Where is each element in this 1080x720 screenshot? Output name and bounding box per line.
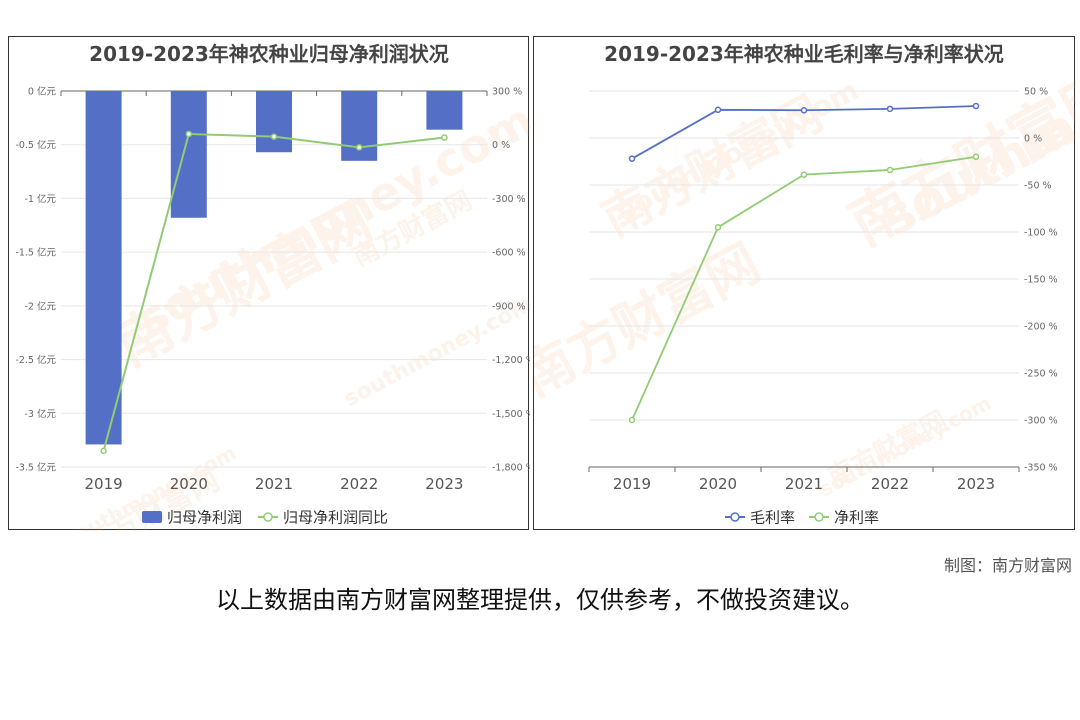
x-tick-label: 2021 — [785, 475, 823, 493]
y-left-tick-label: -2 亿元 — [25, 300, 57, 312]
y-right-tick-label: -1,500 % — [492, 409, 530, 420]
data-point — [800, 171, 808, 178]
y-right-tick-label: -900 % — [492, 301, 526, 312]
data-point — [100, 447, 107, 455]
x-tick-label: 2020 — [170, 475, 208, 493]
legend-label: 净利率 — [834, 509, 879, 527]
y-right-tick-label: -200 % — [1024, 322, 1058, 333]
data-point — [441, 134, 448, 141]
data-point — [886, 166, 894, 174]
y-right-tick-label: 0 % — [1024, 134, 1042, 145]
legend: 归母净利润 归母净利润同比 — [142, 509, 388, 527]
data-point — [714, 224, 722, 231]
y-right-tick-label: -1,800 % — [492, 463, 530, 474]
margin-chart-panel: 南方财富网 southmoney.com 南方财富网 southmoney.com 南方… — [533, 36, 1076, 530]
watermark-text: 南方财富网 — [534, 233, 770, 408]
disclaimer: 以上数据由南方财富网整理提供，仅供参考，不做投资建议。 — [216, 586, 864, 614]
watermark: 南方财富网southmoney.com南方财富网southmoney.com南方… — [534, 37, 1076, 501]
x-tick-label: 2021 — [255, 475, 293, 493]
bar — [426, 91, 463, 130]
legend-swatch-marker — [263, 512, 273, 522]
source-credit: 制图：南方财富网 — [943, 556, 1072, 575]
data-point — [270, 133, 278, 140]
data-point — [185, 130, 193, 138]
y-right-tick-label: -250 % — [1024, 369, 1058, 380]
data-point — [714, 106, 722, 114]
y-right-tick-label: 300 % — [492, 87, 522, 98]
y-right-tick-label: -350 % — [1024, 463, 1058, 474]
y-right-tick-label: -300 % — [1024, 416, 1058, 427]
y-right-tick-label: -150 % — [1024, 275, 1058, 286]
legend-label: 归母净利润 — [167, 509, 242, 527]
legend-swatch-marker — [814, 512, 824, 522]
legend-swatch-marker — [730, 512, 740, 522]
legend-swatch-bar — [142, 511, 162, 523]
y-left-tick-label: -1.5 亿元 — [15, 247, 56, 259]
net-profit-chart: 南方财富网southmoney.com南方财富网southmoney.com南方… — [15, 42, 530, 531]
x-tick-label: 2019 — [613, 475, 651, 493]
y-right-tick-label: -100 % — [1024, 228, 1058, 239]
y-left-tick-label: -3.5 亿元 — [15, 462, 56, 474]
y-right-tick-label: 0 % — [492, 140, 510, 151]
x-tick-label: 2020 — [699, 475, 737, 493]
data-point — [972, 153, 980, 161]
y-left-tick-label: -0.5 亿元 — [15, 139, 56, 151]
y-right-tick-label: -600 % — [492, 248, 526, 259]
bar — [256, 91, 292, 153]
net-profit-chart-panel: 南方财富网 southmoney.com 南方财富网 southmoney.com 南方… — [8, 36, 530, 531]
data-point — [800, 107, 808, 114]
data-point — [355, 144, 363, 151]
y-right-tick-label: -50 % — [1024, 181, 1052, 192]
y-right-tick-label: -300 % — [492, 194, 526, 205]
y-right-tick-label: 50 % — [1024, 87, 1048, 98]
bar — [170, 91, 207, 218]
legend-label: 归母净利润同比 — [283, 509, 388, 527]
watermark-text: southmoney.com — [612, 73, 864, 228]
legend-label: 毛利率 — [750, 509, 795, 527]
chart-title: 2019-2023年神农种业归母净利润状况 — [89, 42, 449, 66]
y-left-tick-label: -1 亿元 — [25, 193, 57, 205]
y-right-tick-label: -1,200 % — [492, 355, 530, 366]
x-tick-label: 2022 — [340, 475, 378, 493]
data-point — [628, 155, 636, 162]
x-tick-label: 2019 — [85, 475, 123, 493]
data-point — [972, 102, 980, 110]
margin-chart: 南方财富网southmoney.com南方财富网southmoney.com南方… — [534, 37, 1076, 527]
x-tick-label: 2023 — [957, 475, 995, 493]
watermark-text: southmoney.com — [872, 37, 1076, 248]
x-tick-label: 2023 — [425, 475, 463, 493]
y-left-tick-label: -3 亿元 — [25, 408, 57, 420]
y-left-tick-label: -2.5 亿元 — [15, 354, 56, 366]
x-tick-label: 2022 — [871, 475, 909, 493]
bar — [85, 91, 122, 445]
y-left-tick-label: 0 亿元 — [28, 86, 57, 98]
data-point — [886, 105, 894, 113]
legend: 毛利率 净利率 — [725, 509, 879, 527]
data-point — [628, 416, 636, 424]
chart-title: 2019-2023年神农种业毛利率与净利率状况 — [604, 42, 1004, 66]
watermark: 南方财富网southmoney.com南方财富网southmoney.com南方… — [60, 92, 530, 531]
